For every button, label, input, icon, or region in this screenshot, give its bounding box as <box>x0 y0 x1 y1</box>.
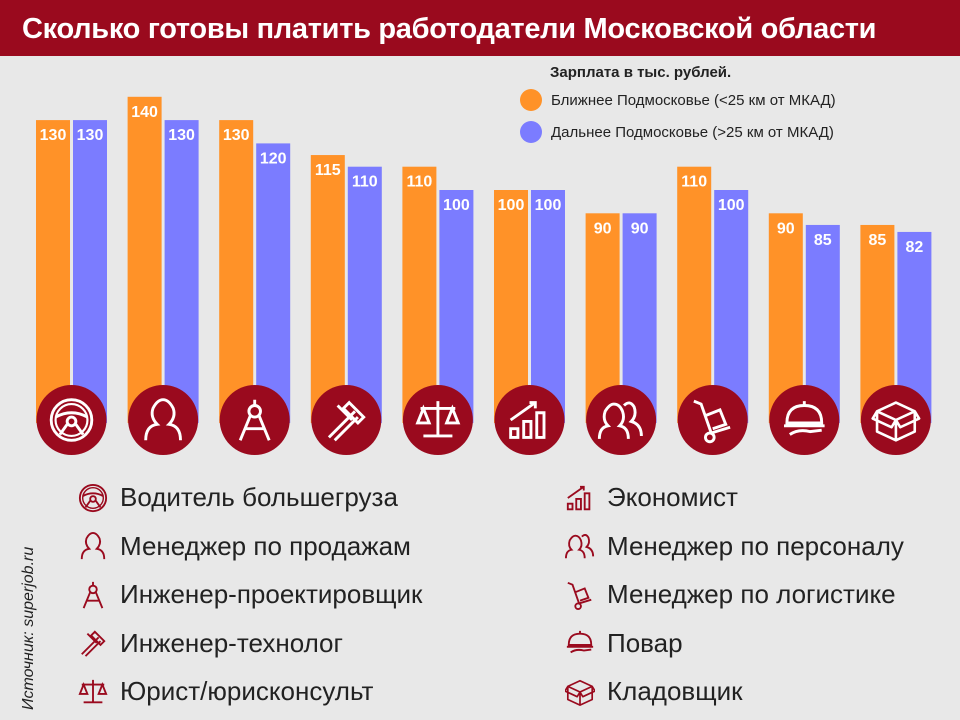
category-key-item: Водитель большегруза <box>78 482 398 513</box>
bar-group: 130 120 <box>219 120 291 455</box>
bar-value-label: 100 <box>443 197 470 214</box>
scales-icon <box>78 679 108 703</box>
legend-label-far: Дальнее Подмосковье (>25 км от МКАД) <box>551 123 834 141</box>
bar-near <box>219 120 254 423</box>
category-label: Инженер-проектировщик <box>120 579 423 609</box>
bar-group: 115 110 <box>310 155 382 455</box>
steering-wheel-icon <box>36 385 107 455</box>
bar-far <box>531 190 565 423</box>
bar-value-label: 130 <box>40 127 67 144</box>
category-label: Водитель большегруза <box>120 482 398 512</box>
category-label: Менеджер по логистике <box>607 579 896 609</box>
bar-value-label: 130 <box>168 127 195 144</box>
legend-item-far: Дальнее Подмосковье (>25 км от МКАД) <box>520 121 836 143</box>
caliper-icon <box>81 630 106 657</box>
legend-item-near: Ближнее Подмосковье (<25 км от МКАД) <box>520 89 836 111</box>
legend-swatch-far <box>520 121 542 143</box>
bar-value-label: 120 <box>260 150 287 167</box>
legend-swatch-near <box>520 89 542 111</box>
bar-far <box>73 120 107 423</box>
category-key-item: Менеджер по логистике <box>565 579 896 610</box>
people-icon <box>565 534 595 559</box>
page-title: Сколько готовы платить работодатели Моск… <box>0 0 960 56</box>
category-label: Повар <box>607 627 683 658</box>
steering-wheel-icon <box>78 483 108 512</box>
bar-value-label: 100 <box>535 197 562 214</box>
bar-group: 110 100 <box>677 166 749 455</box>
bar-group: 85 82 <box>860 224 932 455</box>
scales-icon <box>402 385 473 455</box>
bar-group: 100 100 <box>494 190 565 455</box>
category-key-item: Инженер-технолог <box>78 628 343 659</box>
legend-label-near: Ближнее Подмосковье (<25 км от МКАД) <box>551 91 836 109</box>
bar-near <box>494 190 528 423</box>
bar-value-label: 85 <box>869 232 887 249</box>
category-label: Менеджер по персоналу <box>607 530 904 561</box>
bar-value-label: 130 <box>77 127 104 144</box>
bar-value-label: 130 <box>223 127 250 144</box>
box-icon <box>860 385 931 455</box>
bar-value-label: 110 <box>406 174 432 191</box>
bar-far <box>347 166 382 423</box>
bar-value-label: 82 <box>906 239 924 256</box>
bar-near <box>127 96 162 424</box>
compass-icon <box>82 581 104 608</box>
growth-chart-icon <box>494 385 565 455</box>
legend-title: Зарплата в тыс. рублей. <box>550 64 732 81</box>
bar-group: 90 90 <box>585 213 657 455</box>
category-key-item: Повар <box>565 628 683 659</box>
category-label: Экономист <box>607 482 738 512</box>
bar-group: 90 85 <box>768 213 840 455</box>
category-label: Юрист/юрисконсульт <box>120 676 374 706</box>
bar-value-label: 110 <box>681 174 707 191</box>
category-label: Менеджер по продажам <box>120 530 411 561</box>
caliper-icon <box>311 385 382 455</box>
category-key-item: Юрист/юрисконсульт <box>78 676 373 707</box>
source-note: Источник: superjob.ru <box>20 546 37 710</box>
category-key-item: Менеджер по продажам <box>78 531 411 562</box>
bar-far <box>714 190 749 423</box>
cloche-icon <box>769 385 840 455</box>
person-icon <box>128 385 199 455</box>
category-key-item: Инженер-проектировщик <box>78 579 422 610</box>
people-icon <box>586 385 657 455</box>
cloche-icon <box>566 630 594 654</box>
compass-icon <box>219 385 290 455</box>
bar-near <box>677 166 712 423</box>
category-label: Инженер-технолог <box>120 627 343 658</box>
bar-value-label: 90 <box>631 220 649 237</box>
bar-far <box>439 190 474 423</box>
hand-truck-icon <box>567 581 592 610</box>
box-icon <box>565 679 595 706</box>
bar-value-label: 90 <box>777 220 795 237</box>
growth-chart-icon <box>566 485 591 510</box>
bar-near <box>310 155 345 424</box>
bar-value-label: 115 <box>315 162 341 179</box>
bar-value-label: 85 <box>814 232 832 249</box>
legend: Зарплата в тыс. рублей. Ближнее Подмоско… <box>520 64 836 153</box>
category-key-item: Экономист <box>565 482 738 513</box>
bar-value-label: 110 <box>352 174 378 191</box>
bar-group: 140 130 <box>127 96 199 455</box>
bar-far <box>164 120 199 423</box>
category-key-item: Менеджер по персоналу <box>565 531 904 562</box>
person-icon <box>80 531 106 560</box>
bar-value-label: 100 <box>498 197 525 214</box>
bar-group: 130 130 <box>36 120 107 455</box>
bar-value-label: 140 <box>131 104 158 121</box>
hand-truck-icon <box>677 385 748 455</box>
bar-group: 110 100 <box>402 166 474 455</box>
bar-value-label: 90 <box>594 220 612 237</box>
category-label: Кладовщик <box>607 676 743 706</box>
bar-near <box>36 120 70 423</box>
category-key-item: Кладовщик <box>565 676 743 707</box>
bar-far <box>256 143 291 423</box>
bar-value-label: 100 <box>718 197 745 214</box>
bar-near <box>402 166 437 423</box>
